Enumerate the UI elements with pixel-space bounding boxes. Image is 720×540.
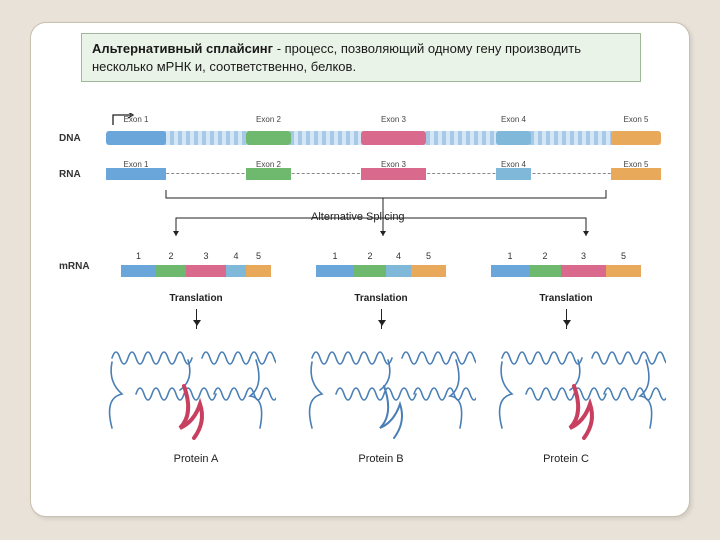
dna-exon-label: Exon 1 bbox=[116, 115, 156, 124]
rna-exon-label: Exon 2 bbox=[249, 160, 289, 169]
rna-exon bbox=[246, 168, 291, 180]
alt-splicing-label: Alternative Splicing bbox=[311, 211, 405, 223]
title-term: Альтернативный сплайсинг bbox=[92, 41, 273, 56]
rna-exon-label: Exon 3 bbox=[374, 160, 414, 169]
slide-card: Альтернативный сплайсинг - процесс, позв… bbox=[30, 22, 690, 517]
dna-exon bbox=[246, 131, 291, 145]
protein-structure bbox=[106, 338, 276, 448]
dna-exon bbox=[496, 131, 531, 145]
mrna-bar bbox=[316, 265, 446, 277]
mrna-segment bbox=[491, 265, 529, 277]
translation-arrow-icon bbox=[381, 309, 382, 329]
mrna-segment bbox=[156, 265, 186, 277]
mrna-segment bbox=[354, 265, 386, 277]
dna-exon-label: Exon 2 bbox=[249, 115, 289, 124]
mrna-segment bbox=[226, 265, 246, 277]
mrna-segment-number: 3 bbox=[201, 251, 211, 261]
protein-structure bbox=[306, 338, 476, 448]
translation-label: Translation bbox=[321, 293, 441, 304]
mrna-segment-number: 1 bbox=[330, 251, 340, 261]
mrna-segment-number: 4 bbox=[231, 251, 241, 261]
dna-exon-label: Exon 5 bbox=[616, 115, 656, 124]
mrna-segment-number: 2 bbox=[365, 251, 375, 261]
rna-exon-label: Exon 5 bbox=[616, 160, 656, 169]
dna-exon bbox=[361, 131, 426, 145]
mrna-segment-number: 5 bbox=[619, 251, 629, 261]
rna-exon bbox=[496, 168, 531, 180]
rna-exon bbox=[106, 168, 166, 180]
mrna-segment-number: 1 bbox=[505, 251, 515, 261]
diagram-area: DNA Exon 1Exon 2Exon 3Exon 4Exon 5 RNA E… bbox=[51, 93, 671, 503]
mrna-segment-number: 2 bbox=[166, 251, 176, 261]
mrna-bar bbox=[121, 265, 271, 277]
protein-structure bbox=[496, 338, 666, 448]
translation-label: Translation bbox=[506, 293, 626, 304]
mrna-segment bbox=[561, 265, 606, 277]
mrna-segment-number: 5 bbox=[254, 251, 264, 261]
mrna-segment-number: 3 bbox=[579, 251, 589, 261]
protein-label: Protein A bbox=[136, 453, 256, 465]
mrna-bar bbox=[491, 265, 641, 277]
rna-exon bbox=[361, 168, 426, 180]
protein-label: Protein B bbox=[321, 453, 441, 465]
mrna-segment-number: 2 bbox=[540, 251, 550, 261]
rna-line: Exon 1Exon 2Exon 3Exon 4Exon 5 bbox=[106, 173, 661, 174]
mrna-segment bbox=[316, 265, 354, 277]
mrna-variant: 1 2 4 5 bbox=[316, 253, 446, 293]
title-box: Альтернативный сплайсинг - процесс, позв… bbox=[81, 33, 641, 82]
mrna-variant: 1 2 3 5 bbox=[491, 253, 641, 293]
mrna-segment bbox=[121, 265, 156, 277]
mrna-segment bbox=[386, 265, 411, 277]
dna-exon-label: Exon 3 bbox=[374, 115, 414, 124]
mrna-segment bbox=[411, 265, 446, 277]
protein-label: Protein C bbox=[506, 453, 626, 465]
mrna-segment bbox=[246, 265, 271, 277]
mrna-segment-number: 5 bbox=[424, 251, 434, 261]
mrna-segment bbox=[186, 265, 226, 277]
mrna-label: mRNA bbox=[59, 261, 90, 272]
dna-exon bbox=[611, 131, 661, 145]
mrna-segment bbox=[606, 265, 641, 277]
mrna-segment-number: 4 bbox=[394, 251, 404, 261]
translation-label: Translation bbox=[136, 293, 256, 304]
translation-arrow-icon bbox=[566, 309, 567, 329]
mrna-segment-number: 1 bbox=[134, 251, 144, 261]
dna-exon-label: Exon 4 bbox=[494, 115, 534, 124]
translation-arrow-icon bbox=[196, 309, 197, 329]
rna-exon-label: Exon 1 bbox=[116, 160, 156, 169]
rna-label: RNA bbox=[59, 169, 81, 180]
rna-exon-label: Exon 4 bbox=[494, 160, 534, 169]
dna-strand: Exon 1Exon 2Exon 3Exon 4Exon 5 bbox=[106, 131, 661, 145]
mrna-segment bbox=[529, 265, 561, 277]
dna-exon bbox=[106, 131, 166, 145]
rna-exon bbox=[611, 168, 661, 180]
dna-label: DNA bbox=[59, 133, 81, 144]
mrna-variant: 1 2 3 4 5 bbox=[121, 253, 271, 293]
